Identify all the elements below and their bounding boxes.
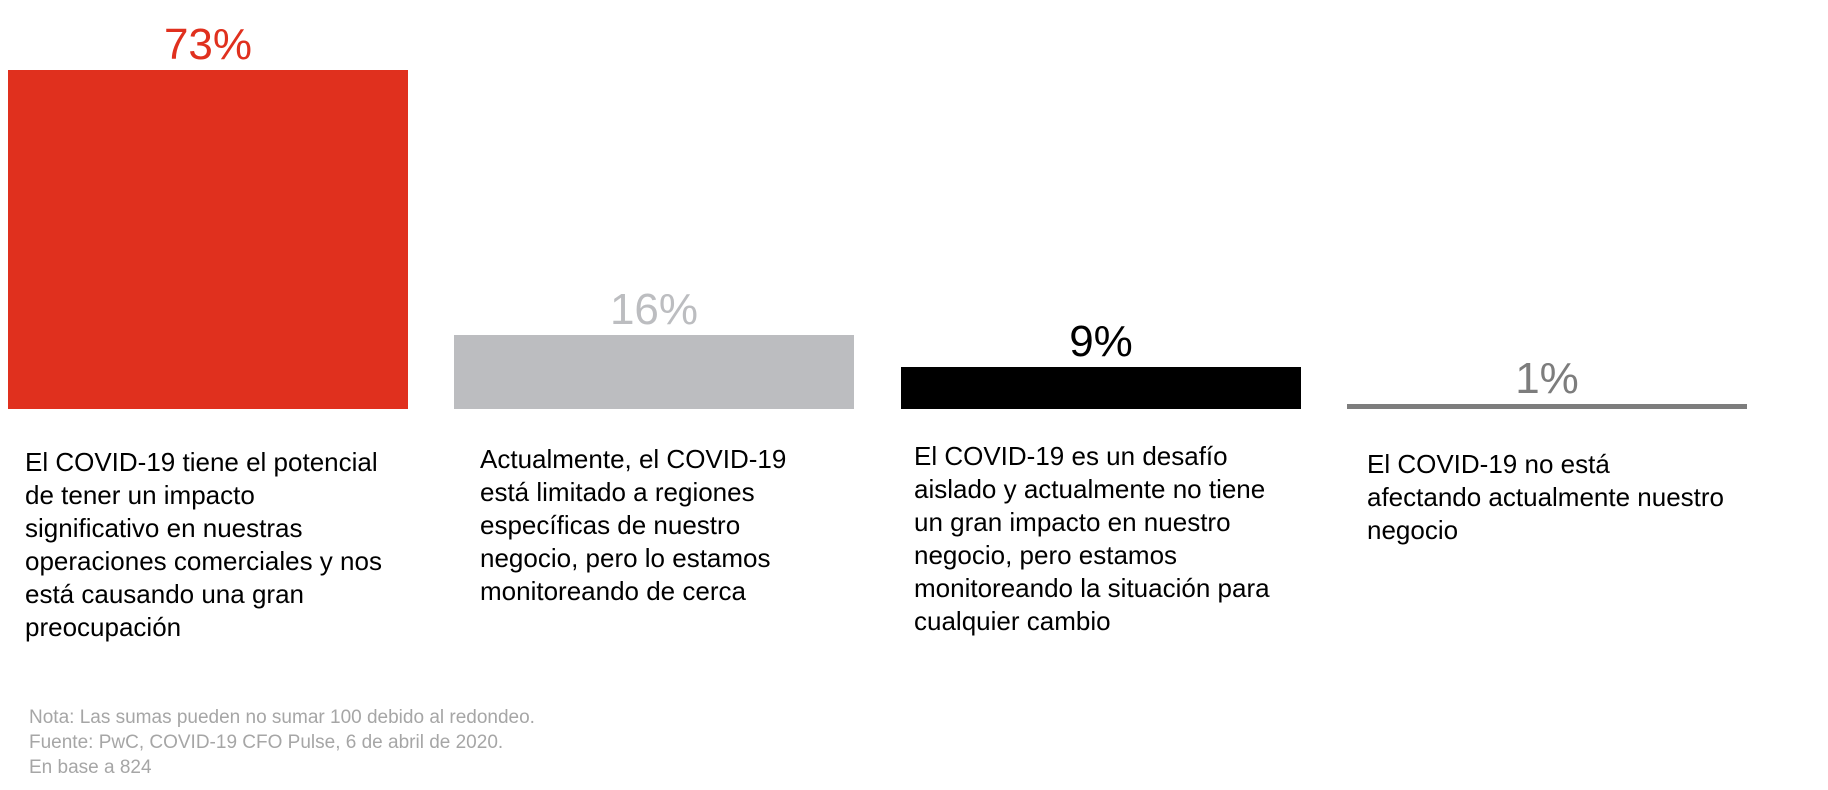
bar-3 [901, 367, 1301, 409]
value-label-4: 1% [1515, 354, 1579, 404]
bar-4 [1347, 404, 1747, 409]
footnote-base: En base a 824 [29, 757, 152, 778]
footnote-source: Fuente: PwC, COVID-19 CFO Pulse, 6 de ab… [29, 732, 504, 753]
value-label-2: 16% [609, 284, 699, 334]
category-label-2: Actualmente, el COVID-19 está limitado a… [480, 444, 787, 606]
value-label-1: 73% [163, 20, 253, 69]
category-label-3: El COVID-19 es un desafío aislado y actu… [914, 441, 1270, 636]
value-label-3: 9% [1069, 317, 1133, 367]
bar-1 [8, 70, 408, 409]
footnotes: Nota: Las sumas pueden no sumar 100 debi… [29, 705, 535, 780]
category-label-4: El COVID-19 no está afectando actualment… [1367, 449, 1725, 545]
footnote-note: Nota: Las sumas pueden no sumar 100 debi… [29, 707, 535, 728]
bar-2 [454, 334, 854, 409]
category-label-1: El COVID-19 tiene el potencial de tener … [25, 447, 382, 642]
